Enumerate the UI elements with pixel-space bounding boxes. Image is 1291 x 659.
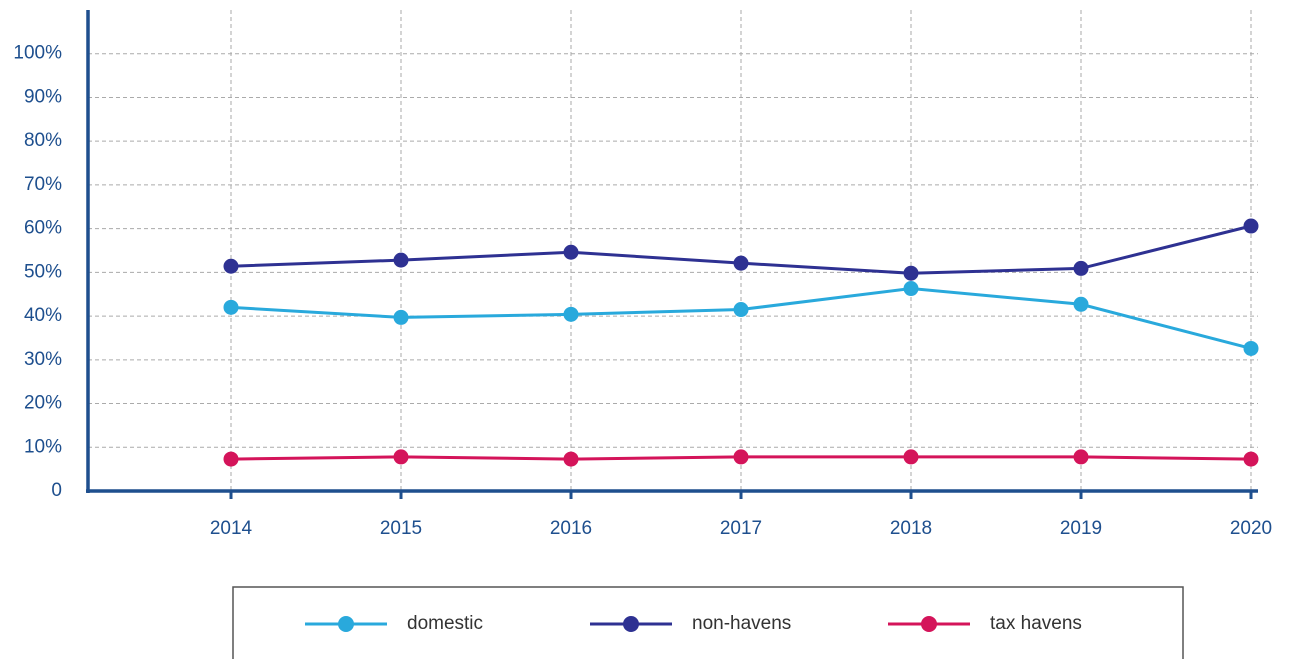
y-tick-label: 30%	[24, 349, 62, 370]
point	[223, 451, 239, 467]
y-tick-label: 10%	[24, 436, 62, 457]
point	[563, 244, 579, 260]
point	[903, 449, 919, 465]
point	[563, 451, 579, 467]
y-tick-label: 100%	[13, 43, 62, 64]
point	[393, 309, 409, 325]
point	[1243, 451, 1259, 467]
point	[1243, 340, 1259, 356]
point	[1243, 218, 1259, 234]
point	[733, 255, 749, 271]
x-tick-label: 2019	[1060, 518, 1102, 539]
point	[903, 265, 919, 281]
point	[223, 299, 239, 315]
y-tick-label: 20%	[24, 393, 62, 414]
point	[393, 252, 409, 268]
y-tick-label: 90%	[24, 86, 62, 107]
legend-marker	[921, 616, 937, 632]
x-tick-label: 2014	[210, 518, 253, 539]
point	[903, 281, 919, 297]
x-tick-label: 2015	[380, 518, 422, 539]
point	[563, 306, 579, 322]
point	[733, 302, 749, 318]
y-tick-label: 60%	[24, 218, 62, 239]
point	[223, 258, 239, 274]
legend-label: non-havens	[692, 613, 791, 634]
x-tick-label: 2017	[720, 518, 762, 539]
point	[393, 449, 409, 465]
y-tick-label: 80%	[24, 130, 62, 151]
y-tick-label: 50%	[24, 261, 62, 282]
x-tick-label: 2018	[890, 518, 932, 539]
point	[1073, 260, 1089, 276]
legend-marker	[338, 616, 354, 632]
x-tick-label: 2020	[1230, 518, 1272, 539]
legend-label: tax havens	[990, 613, 1082, 634]
legend-marker	[623, 616, 639, 632]
x-tick-label: 2016	[550, 518, 592, 539]
point	[1073, 296, 1089, 312]
y-tick-label: 0	[51, 480, 62, 501]
legend-box	[232, 586, 1184, 659]
point	[733, 449, 749, 465]
y-tick-label: 70%	[24, 174, 62, 195]
legend-label: domestic	[407, 613, 483, 634]
point	[1073, 449, 1089, 465]
y-tick-label: 40%	[24, 305, 62, 326]
